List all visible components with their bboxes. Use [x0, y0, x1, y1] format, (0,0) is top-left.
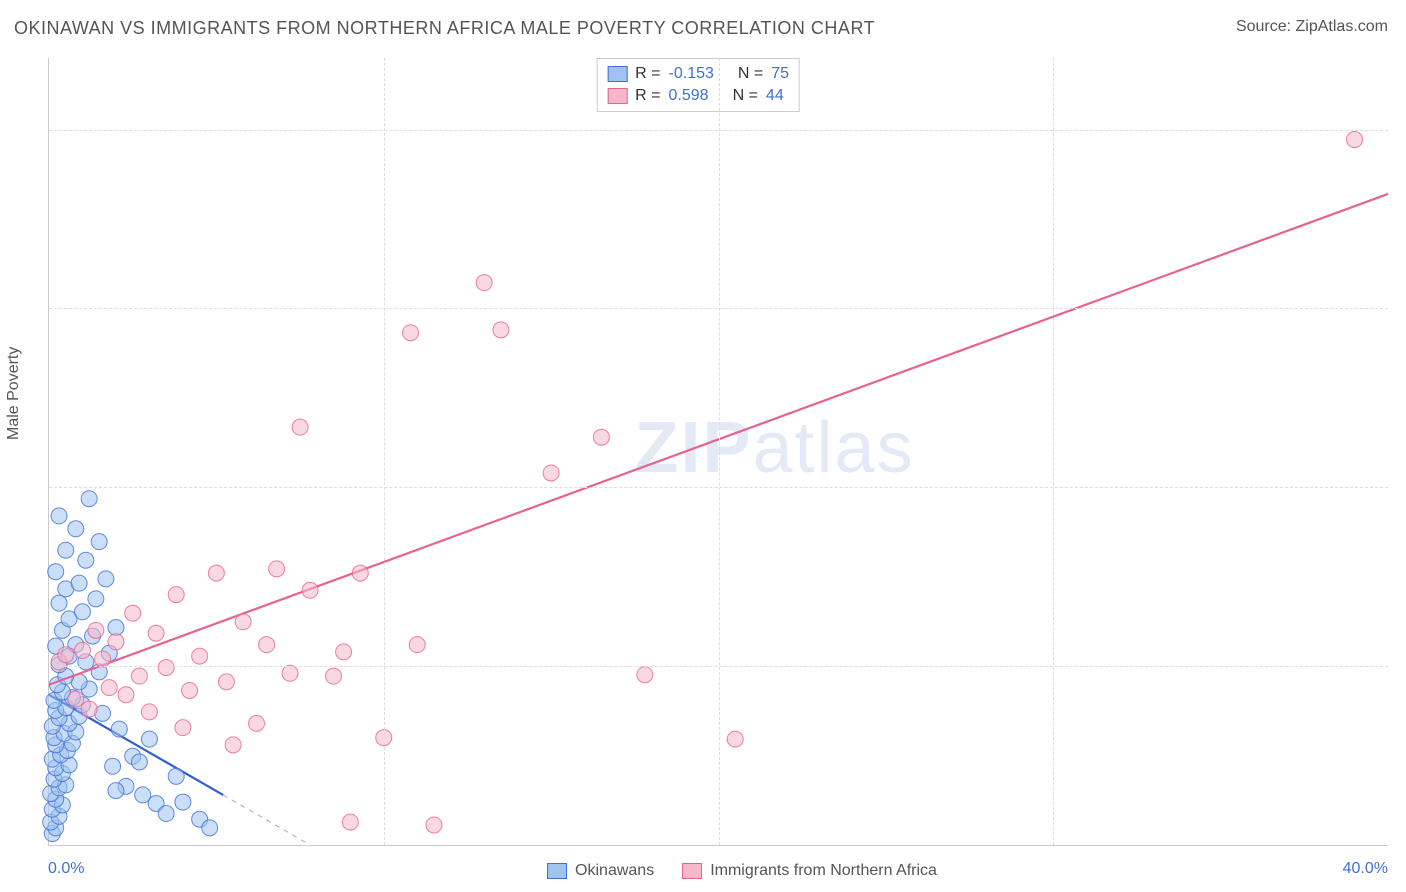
- n-label: N =: [738, 63, 763, 85]
- y-tick-label: 50.0%: [1398, 121, 1406, 139]
- r-label: R =: [635, 63, 660, 85]
- r-value-1: -0.153: [669, 63, 714, 85]
- x-tick-max: 40.0%: [1343, 860, 1388, 878]
- n-value-1: 75: [771, 63, 789, 85]
- stats-row-series-2: R = 0.598 N = 44: [607, 85, 789, 107]
- stats-row-series-1: R = -0.153 N = 75: [607, 63, 789, 85]
- r-value-2: 0.598: [669, 85, 709, 107]
- chart-title: OKINAWAN VS IMMIGRANTS FROM NORTHERN AFR…: [14, 18, 875, 39]
- y-tick-label: 12.5%: [1398, 657, 1406, 675]
- n-label: N =: [733, 85, 758, 107]
- plot-area: ZIPatlas R = -0.153 N = 75 R = 0.598 N =…: [48, 58, 1388, 846]
- legend-label-2: Immigrants from Northern Africa: [710, 862, 937, 880]
- y-tick-label: 37.5%: [1398, 299, 1406, 317]
- legend-label-1: Okinawans: [575, 862, 654, 880]
- x-tick-zero: 0.0%: [48, 860, 84, 878]
- swatch-series-2: [607, 88, 627, 104]
- legend-item-1: Okinawans: [547, 862, 654, 880]
- y-axis-label: Male Poverty: [5, 347, 23, 440]
- y-tick-label: 25.0%: [1398, 478, 1406, 496]
- r-label: R =: [635, 85, 660, 107]
- source-attribution: Source: ZipAtlas.com: [1236, 18, 1388, 36]
- legend: Okinawans Immigrants from Northern Afric…: [547, 862, 937, 880]
- n-value-2: 44: [766, 85, 784, 107]
- legend-swatch-1: [547, 863, 567, 879]
- correlation-stats-box: R = -0.153 N = 75 R = 0.598 N = 44: [596, 58, 800, 112]
- swatch-series-1: [607, 66, 627, 82]
- legend-item-2: Immigrants from Northern Africa: [682, 862, 937, 880]
- legend-swatch-2: [682, 863, 702, 879]
